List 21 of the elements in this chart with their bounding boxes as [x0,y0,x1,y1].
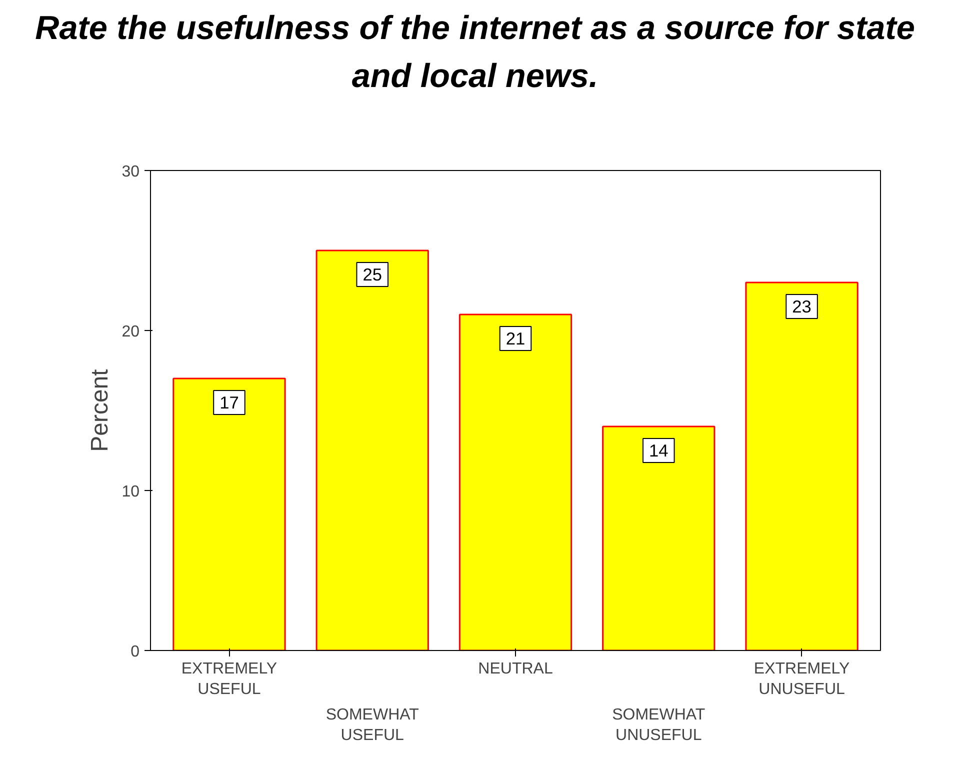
y-tick-label: 30 [122,164,140,180]
x-tick-label: EXTREMELY UNUSEFUL [754,660,850,698]
x-tick-label: EXTREMELY USEFUL [181,660,278,698]
y-tick-label: 0 [130,644,140,660]
data-label: 14 [649,440,669,460]
bar [172,378,286,650]
x-tick-label: SOMEWHAT USEFUL [326,706,420,744]
bar [316,250,429,650]
bar [458,314,572,650]
chart-title: Rate the usefulness of the internet as a source for state and local news. [34,9,916,97]
data-label: 17 [220,392,239,412]
bar [602,426,716,650]
data-label: 23 [792,296,812,316]
x-tick-label: NEUTRAL [478,660,553,678]
data-label: 21 [506,328,526,348]
data-label: 25 [362,264,382,284]
y-tick-label: 10 [122,484,140,500]
y-axis-title: Percent [86,368,114,452]
bar [745,282,858,650]
x-tick-label: SOMEWHAT UNUSEFUL [612,706,706,744]
y-tick-label: 20 [122,324,140,340]
